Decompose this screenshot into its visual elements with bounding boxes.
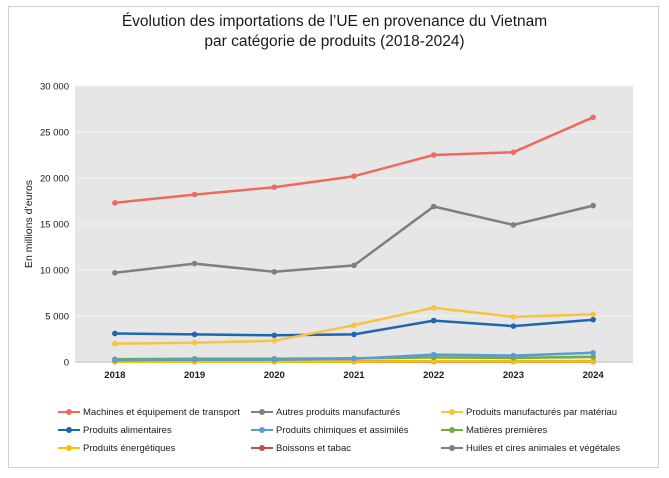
y-tick-label: 25 000 <box>40 128 69 139</box>
data-point <box>191 356 198 363</box>
legend-item: Produits énergétiques <box>58 442 251 454</box>
x-tick-label: 2020 <box>264 370 285 381</box>
data-point <box>271 269 278 275</box>
x-tick-label: 2018 <box>104 370 125 381</box>
y-axis-label: En millions d’euros <box>23 180 35 268</box>
legend-label: Produits chimiques et assimilés <box>276 424 409 436</box>
data-point <box>191 260 198 267</box>
legend-swatch <box>441 442 463 454</box>
legend-item: Autres produits manufacturés <box>251 406 441 418</box>
legend-swatch <box>58 406 80 418</box>
data-point <box>112 357 118 363</box>
data-point <box>191 191 198 198</box>
legend-label: Produits énergétiques <box>83 442 176 454</box>
legend-item: Produits chimiques et assimilés <box>251 424 441 436</box>
legend-swatch <box>251 424 273 436</box>
data-point <box>590 311 596 317</box>
legend-label: Boissons et tabac <box>276 442 351 454</box>
data-point <box>510 314 517 320</box>
data-point <box>351 355 357 362</box>
data-point <box>510 222 517 228</box>
legend-item: Boissons et tabac <box>251 442 441 454</box>
data-point <box>271 338 278 344</box>
data-point <box>510 323 517 329</box>
data-point <box>430 351 437 358</box>
data-point <box>112 330 118 337</box>
legend-label: Autres produits manufacturés <box>276 406 401 418</box>
legend-item: Produits manufacturés par matériau <box>441 406 641 418</box>
legend-item: Huiles et cires animales et végétales <box>441 442 641 454</box>
data-point <box>191 339 198 346</box>
data-point <box>351 322 357 329</box>
data-point <box>590 358 596 365</box>
x-tick-label: 2021 <box>343 370 365 381</box>
y-tick-label: 30 000 <box>40 82 69 93</box>
legend-label: Matières premières <box>466 424 548 436</box>
data-point <box>271 332 278 339</box>
y-tick-label: 10 000 <box>40 266 69 277</box>
data-point <box>271 184 278 190</box>
data-point <box>351 262 357 269</box>
line-chart: 0 5 000 10 000 15 000 20 000 25 000 30 000 2018… <box>23 82 633 381</box>
data-point <box>271 356 278 363</box>
chart-title: Évolution des importations de l’UE en pr… <box>0 12 669 52</box>
legend-swatch <box>58 442 80 454</box>
data-point <box>430 152 437 158</box>
data-point <box>510 149 517 156</box>
x-tick-label: 2019 <box>184 370 205 381</box>
data-point <box>112 200 118 206</box>
chart-title-line-2: par catégorie de produits (2018-2024) <box>204 33 465 50</box>
legend-label: Produits manufacturés par matériau <box>466 406 618 418</box>
y-tick-label: 0 <box>64 358 69 369</box>
x-tick-label: 2022 <box>423 370 444 381</box>
chart-title-line-1: Évolution des importations de l’UE en pr… <box>121 13 548 30</box>
data-point <box>430 317 437 324</box>
data-point <box>590 114 596 121</box>
legend-label: Machines et équipement de transport <box>83 406 240 418</box>
data-point <box>430 358 437 365</box>
data-point <box>590 350 596 356</box>
legend-label: Huiles et cires animales et végétales <box>466 442 621 454</box>
data-point <box>112 269 118 276</box>
legend-swatch <box>58 424 80 436</box>
data-point <box>590 354 596 360</box>
y-tick-label: 20 000 <box>40 174 69 185</box>
legend-swatch <box>441 406 463 418</box>
legend-item: Machines et équipement de transport <box>58 406 251 418</box>
data-point <box>112 340 118 347</box>
data-point <box>590 316 596 323</box>
data-point <box>351 331 357 338</box>
data-point <box>351 173 357 179</box>
data-point <box>590 202 596 209</box>
data-point <box>430 304 437 311</box>
x-tick-label: 2024 <box>583 370 605 381</box>
legend-label: Produits alimentaires <box>83 424 172 436</box>
x-tick-label: 2023 <box>503 370 524 381</box>
data-point <box>430 203 437 210</box>
legend-swatch <box>251 442 273 454</box>
chart-legend: Machines et équipement de transport Autre… <box>58 406 648 454</box>
legend-swatch <box>251 406 273 418</box>
legend-swatch <box>441 424 463 436</box>
y-tick-label: 15 000 <box>40 220 69 231</box>
data-point <box>191 331 198 338</box>
y-tick-label: 5 000 <box>45 312 69 323</box>
data-point <box>510 352 517 359</box>
legend-item: Produits alimentaires <box>58 424 251 436</box>
legend-item: Matières premières <box>441 424 641 436</box>
